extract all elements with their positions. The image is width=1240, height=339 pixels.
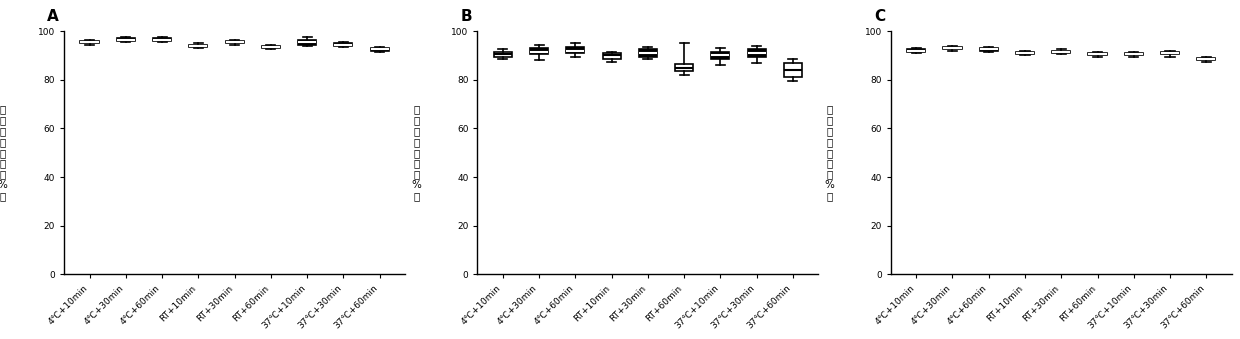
- PathPatch shape: [748, 49, 766, 57]
- Text: A: A: [47, 9, 58, 24]
- PathPatch shape: [298, 40, 316, 44]
- PathPatch shape: [371, 48, 388, 51]
- PathPatch shape: [1125, 53, 1143, 56]
- Text: C: C: [874, 9, 885, 24]
- PathPatch shape: [153, 38, 171, 41]
- PathPatch shape: [262, 46, 280, 48]
- PathPatch shape: [944, 47, 961, 49]
- PathPatch shape: [529, 48, 548, 54]
- PathPatch shape: [1161, 52, 1179, 54]
- PathPatch shape: [335, 43, 352, 46]
- PathPatch shape: [494, 52, 512, 57]
- PathPatch shape: [117, 38, 135, 41]
- Text: B: B: [460, 9, 472, 24]
- PathPatch shape: [81, 41, 99, 43]
- PathPatch shape: [639, 49, 657, 57]
- PathPatch shape: [1016, 52, 1034, 54]
- PathPatch shape: [226, 41, 243, 43]
- PathPatch shape: [675, 64, 693, 71]
- PathPatch shape: [712, 52, 729, 59]
- PathPatch shape: [1053, 51, 1070, 53]
- Text: 拷
贝
数
下
降
率
（
%
）: 拷 贝 数 下 降 率 （ % ）: [412, 105, 422, 201]
- PathPatch shape: [784, 63, 802, 77]
- PathPatch shape: [980, 48, 998, 51]
- PathPatch shape: [1089, 53, 1106, 56]
- PathPatch shape: [567, 47, 584, 53]
- PathPatch shape: [908, 49, 925, 52]
- PathPatch shape: [603, 53, 621, 59]
- PathPatch shape: [190, 44, 207, 47]
- Text: 拷
贝
数
下
降
率
（
%
）: 拷 贝 数 下 降 率 （ % ）: [0, 105, 7, 201]
- PathPatch shape: [1197, 58, 1215, 60]
- Text: 拷
贝
数
下
降
率
（
%
）: 拷 贝 数 下 降 率 （ % ）: [825, 105, 835, 201]
